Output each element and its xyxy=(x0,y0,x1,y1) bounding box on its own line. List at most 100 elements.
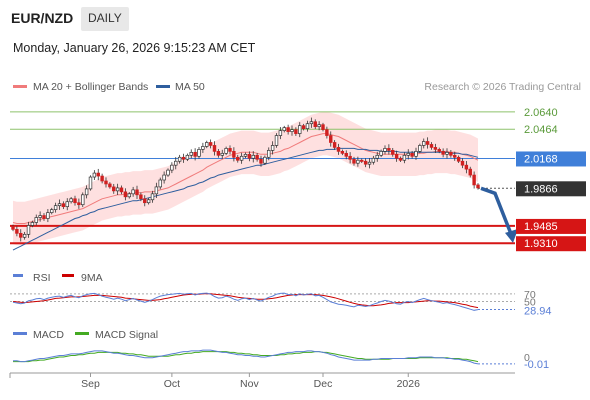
candle xyxy=(453,151,457,161)
candle xyxy=(325,126,329,139)
candle xyxy=(321,122,325,132)
forecast-arrow xyxy=(480,186,513,235)
candle xyxy=(367,158,372,169)
candle-body xyxy=(406,152,410,156)
candle xyxy=(158,177,162,190)
candle xyxy=(247,151,252,162)
candle-body xyxy=(348,155,352,160)
ma20-legend-label: MA 20 + Bollinger Bands xyxy=(33,81,148,93)
rsi-ma-legend-label: 9MA xyxy=(81,272,103,284)
candle-body xyxy=(166,169,170,176)
candle-body xyxy=(270,145,275,151)
candle xyxy=(329,131,333,147)
candle xyxy=(220,149,224,159)
candle xyxy=(255,152,259,162)
candle-body xyxy=(77,202,81,206)
candle-body xyxy=(317,124,321,128)
candle xyxy=(239,152,244,164)
candle-body xyxy=(81,194,85,206)
candle-body xyxy=(360,159,364,162)
level-tag-label-4: 1.9485 xyxy=(524,221,558,233)
candle xyxy=(197,147,201,159)
candle-body xyxy=(185,154,190,160)
candle xyxy=(174,157,178,170)
candle-body xyxy=(437,149,441,152)
candle xyxy=(348,152,352,164)
candle xyxy=(11,224,15,232)
candle xyxy=(270,141,275,155)
candle-body xyxy=(294,129,298,134)
x-tick-label-4: 2026 xyxy=(397,378,421,390)
candle xyxy=(170,162,174,174)
candle-body xyxy=(50,209,54,213)
candle xyxy=(46,209,50,223)
candle-body xyxy=(181,156,186,160)
candle xyxy=(360,158,364,164)
candle-body xyxy=(34,217,38,223)
candle xyxy=(464,161,469,174)
candle xyxy=(92,170,97,180)
candle xyxy=(119,185,124,195)
candle-body xyxy=(216,151,221,156)
candle xyxy=(193,148,197,161)
candle xyxy=(259,155,263,167)
candle xyxy=(298,122,302,138)
candle xyxy=(243,152,248,159)
candle xyxy=(104,177,108,188)
candle xyxy=(115,183,120,196)
candle-body xyxy=(468,168,472,176)
candle xyxy=(263,155,267,165)
candle xyxy=(387,144,391,155)
candle xyxy=(216,148,221,158)
candle-body xyxy=(476,184,480,189)
x-tick-label-0: Sep xyxy=(81,378,100,390)
candle-body xyxy=(398,157,403,161)
candle xyxy=(336,143,341,155)
candle xyxy=(332,140,337,150)
ma50-line xyxy=(12,147,479,251)
candle-body xyxy=(301,125,306,129)
candle xyxy=(290,125,294,136)
candle-body xyxy=(460,160,465,166)
level-tag-label-5: 1.9310 xyxy=(524,238,558,250)
candle-body xyxy=(247,153,252,159)
candle-body xyxy=(69,198,73,203)
candle-body xyxy=(232,151,236,158)
candle xyxy=(228,145,232,155)
candle xyxy=(143,195,147,207)
candles xyxy=(11,117,480,242)
timeframe-badge[interactable]: DAILY xyxy=(81,7,129,31)
candle xyxy=(456,155,461,164)
candle xyxy=(437,147,441,154)
candle xyxy=(38,211,42,222)
candle-body xyxy=(26,225,31,235)
rsi-level-label-0: 70 xyxy=(524,289,536,301)
candle xyxy=(208,139,213,149)
candle xyxy=(30,220,35,228)
candle xyxy=(131,186,135,197)
candle-body xyxy=(425,141,430,145)
candle-body xyxy=(394,153,399,159)
candle-body xyxy=(15,229,19,234)
candle-body xyxy=(464,164,469,170)
candle-body xyxy=(30,222,35,226)
candle xyxy=(356,156,360,167)
candle xyxy=(460,158,465,169)
candle xyxy=(371,155,376,165)
candle-body xyxy=(375,154,379,159)
candle-body xyxy=(73,198,77,204)
candle xyxy=(19,229,23,242)
candle xyxy=(181,153,186,163)
candle xyxy=(26,221,31,238)
candle-body xyxy=(259,158,263,164)
chart-header: EUR/NZD DAILY xyxy=(0,0,590,36)
candle-body xyxy=(170,164,174,171)
candle xyxy=(53,202,58,213)
candle-body xyxy=(100,175,104,182)
level-tag-bg-4 xyxy=(516,218,586,234)
candle-body xyxy=(57,203,62,207)
candle-body xyxy=(352,158,356,164)
candle-body xyxy=(139,194,143,200)
candle xyxy=(422,138,426,149)
